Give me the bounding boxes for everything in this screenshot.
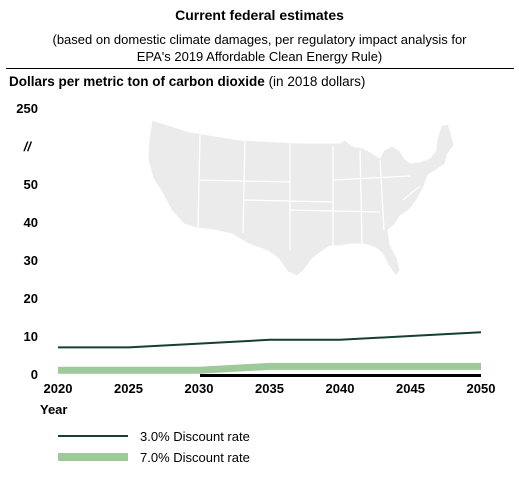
series-line-0	[58, 331, 482, 349]
y-axis-title-bold: Dollars per metric ton of carbon dioxide	[9, 74, 265, 89]
y-tick-label: 0	[31, 367, 38, 382]
chart-title: Current federal estimates	[175, 7, 344, 23]
chart-subtitle: (based on domestic climate damages, per …	[0, 31, 519, 65]
x-axis-title: Year	[40, 402, 67, 417]
chart-subtitle-line-1: (based on domestic climate damages, per …	[52, 32, 467, 47]
chart-subtitle-line-2: EPA's 2019 Affordable Clean Energy Rule)	[136, 49, 383, 64]
us-map-shape	[147, 119, 455, 277]
x-tick-label: 2045	[396, 381, 425, 396]
y-axis-title-note: (in 2018 dollars)	[268, 74, 366, 89]
series	[58, 331, 482, 374]
y-axis-title: Dollars per metric ton of carbon dioxide…	[9, 74, 365, 89]
legend-swatch-7pct	[58, 453, 128, 461]
legend-label-7pct: 7.0% Discount rate	[140, 449, 250, 465]
title-divider	[6, 68, 514, 69]
legend-swatch-3pct	[58, 435, 128, 437]
x-tick-label: 2050	[467, 381, 496, 396]
legend-label-3pct: 3.0% Discount rate	[140, 428, 250, 444]
legend-item-7pct: 7.0% Discount rate	[58, 449, 250, 465]
y-axis-break-symbol: //	[23, 139, 33, 154]
series-line-1	[58, 362, 481, 374]
y-tick-label: 40	[24, 215, 38, 230]
x-tick-label: 2025	[114, 381, 143, 396]
y-tick-label-top: 250	[16, 101, 38, 116]
legend-item-3pct: 3.0% Discount rate	[58, 428, 250, 444]
y-tick-label: 30	[24, 253, 38, 268]
y-tick-label: 20	[24, 291, 38, 306]
us-map-silhouette	[147, 119, 455, 277]
x-tick-label: 2035	[255, 381, 284, 396]
x-tick-label: 2040	[326, 381, 355, 396]
y-tick-label: 50	[24, 177, 38, 192]
x-tick-label: 2020	[44, 381, 73, 396]
x-tick-label: 2030	[185, 381, 214, 396]
y-tick-label: 10	[24, 329, 38, 344]
us-state-borders	[197, 134, 421, 250]
